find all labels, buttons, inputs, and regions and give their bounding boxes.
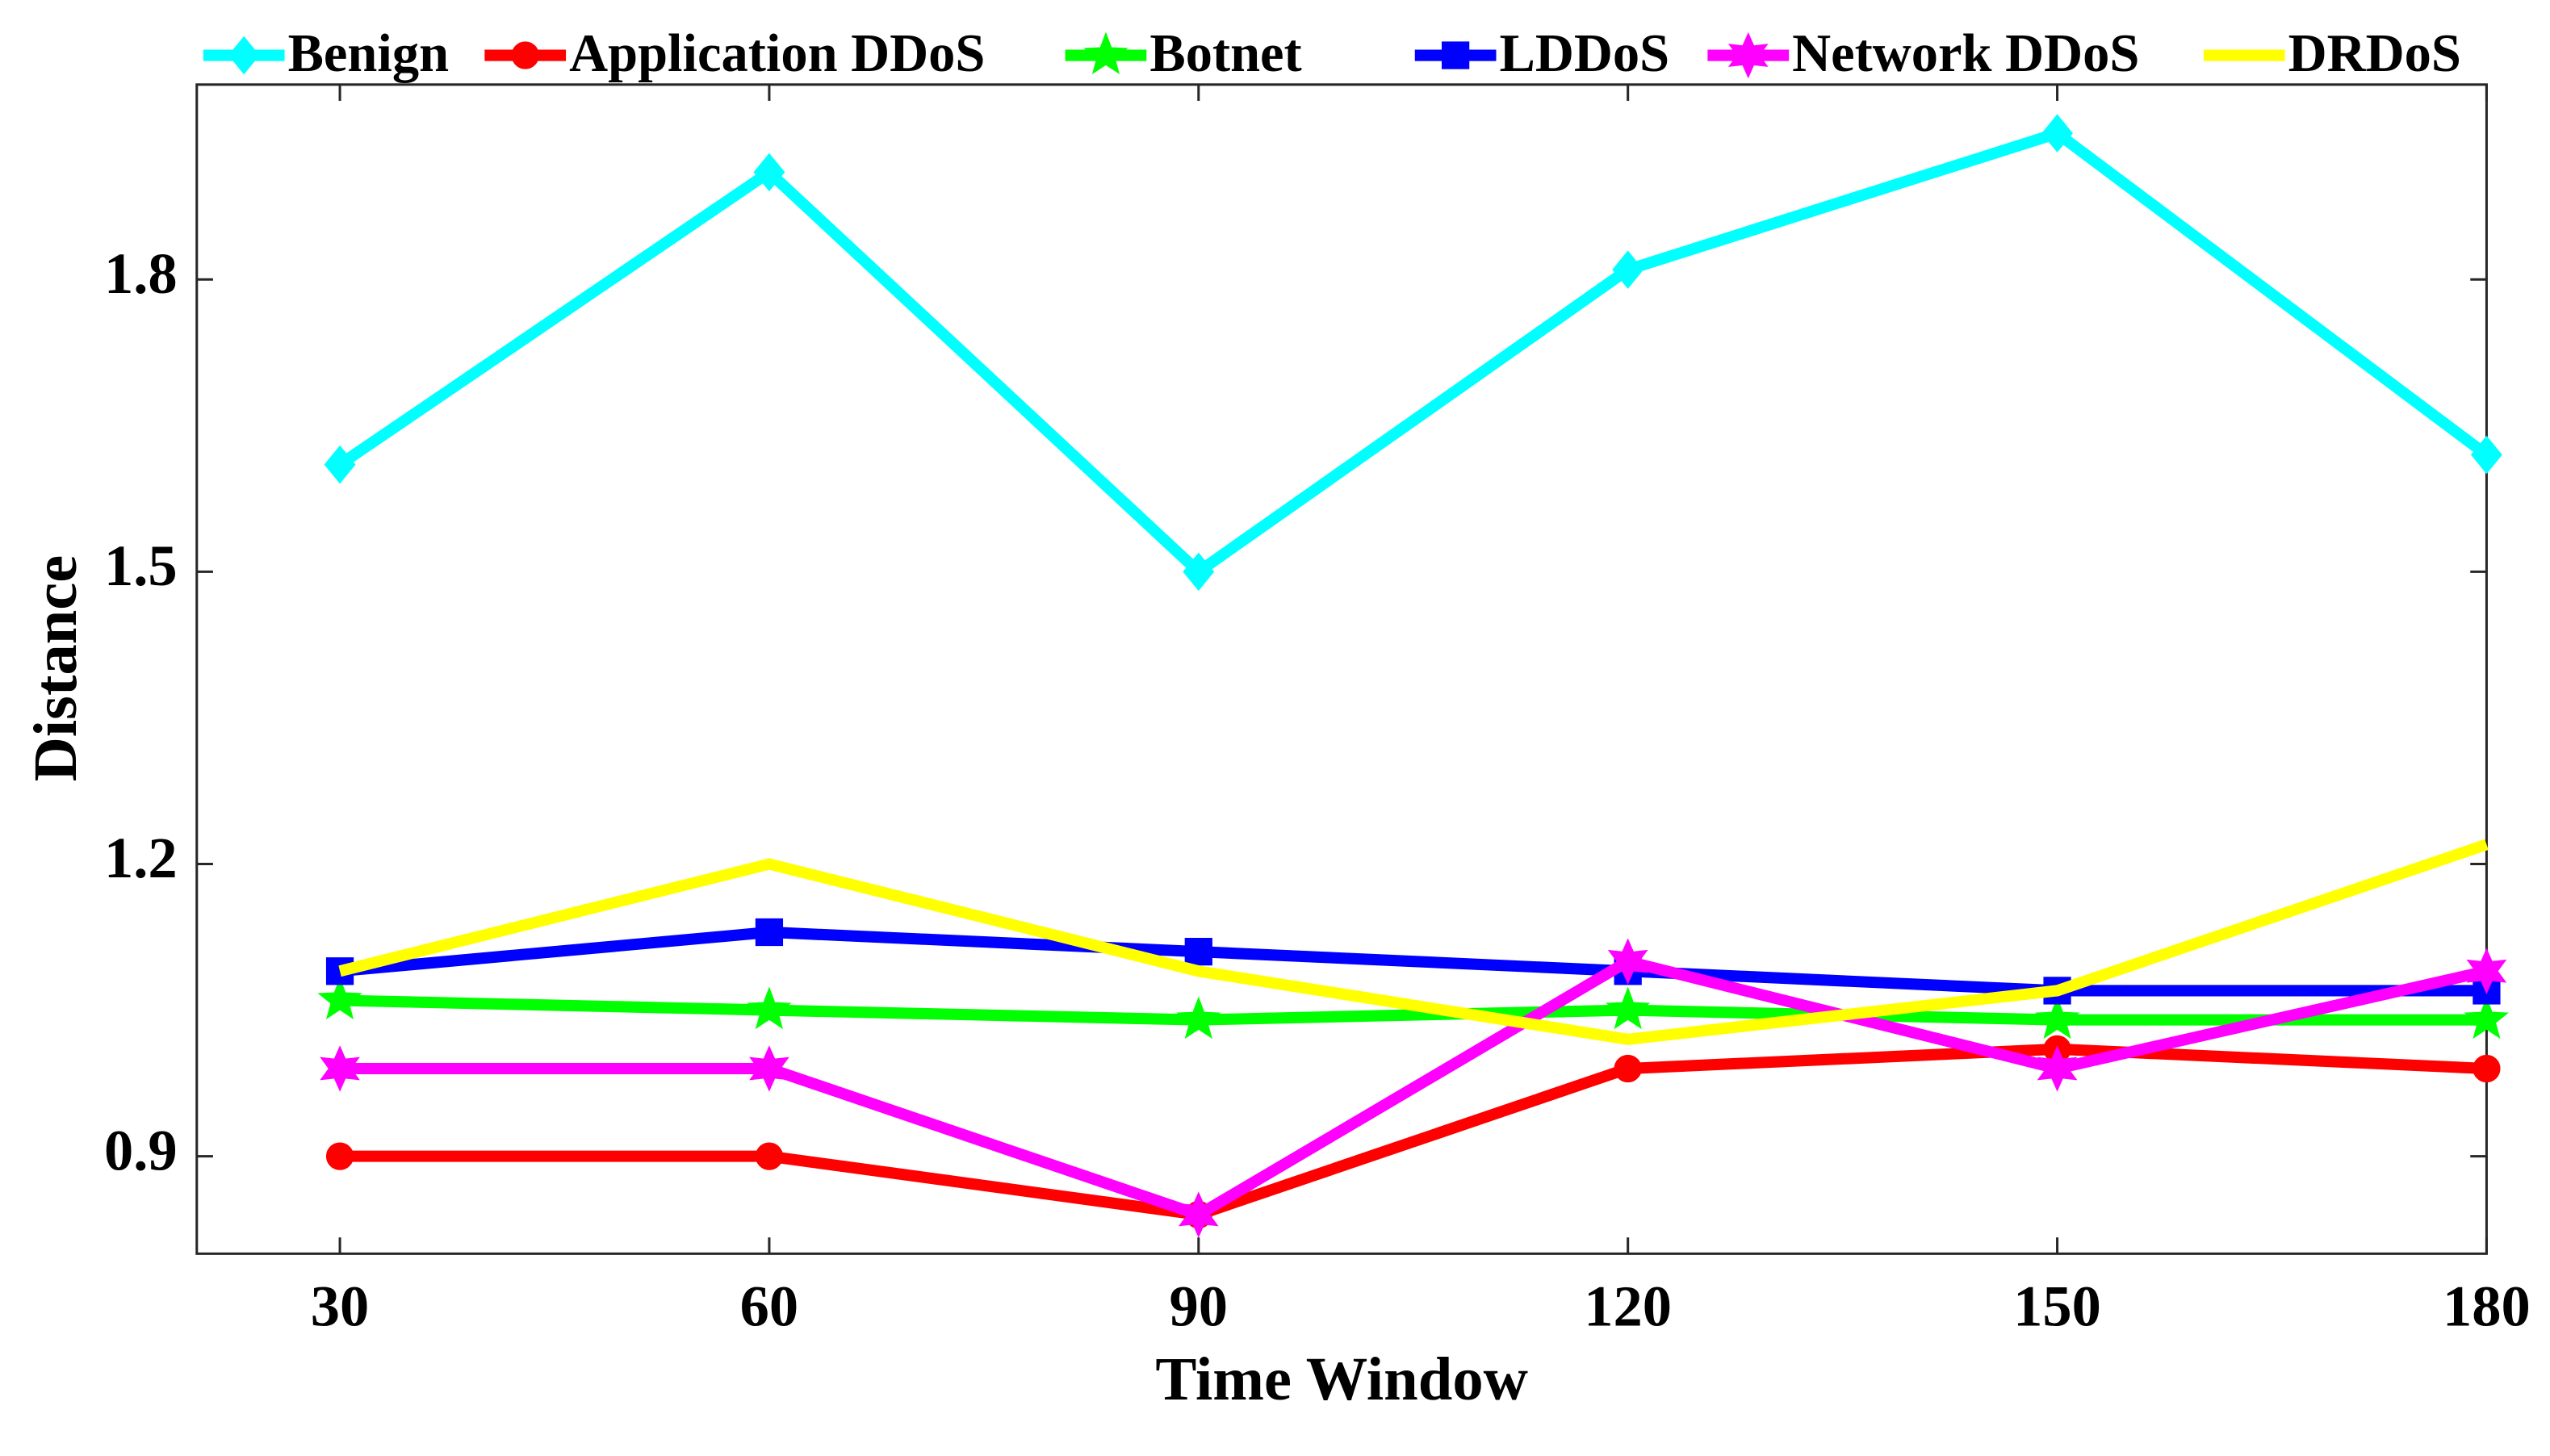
y-axis-label: Distance <box>21 555 90 782</box>
marker <box>753 153 785 192</box>
marker <box>1184 938 1212 966</box>
y-tick-label: 0.9 <box>104 1117 178 1182</box>
series-line <box>339 994 2487 1026</box>
marker <box>324 445 356 484</box>
marker <box>320 1045 360 1092</box>
legend-marker <box>1083 31 1128 75</box>
marker <box>325 1142 354 1170</box>
series <box>325 918 2501 1005</box>
legend-marker <box>511 41 539 69</box>
marker <box>317 977 362 1019</box>
plot-frame <box>195 83 2488 1255</box>
series <box>317 977 2510 1040</box>
marker <box>1612 250 1644 289</box>
legend-label: Botnet <box>1149 24 1301 83</box>
series <box>338 839 2489 1045</box>
marker <box>1606 986 1651 1030</box>
x-axis-label: Time Window <box>1155 1345 1528 1413</box>
legend-label: Benign <box>288 24 449 83</box>
marker <box>2041 114 2073 153</box>
marker <box>2034 996 2080 1040</box>
x-tick-label: 120 <box>1584 1274 1672 1339</box>
legend-marker <box>1442 41 1470 69</box>
series-line <box>340 955 2488 1221</box>
x-tick-label: 90 <box>1170 1274 1229 1339</box>
legend-marker <box>228 36 260 75</box>
marker <box>755 918 784 947</box>
legend-label: Application DDoS <box>569 24 985 83</box>
y-tick-label: 1.2 <box>104 825 178 890</box>
series <box>320 938 2507 1238</box>
series <box>324 114 2502 592</box>
marker <box>747 986 792 1030</box>
marker <box>1176 996 1221 1040</box>
x-tick-label: 30 <box>311 1274 370 1339</box>
marker <box>1614 1054 1642 1083</box>
marker <box>2464 996 2510 1040</box>
marker <box>749 1045 789 1092</box>
series-line <box>339 926 2487 997</box>
legend-marker <box>1727 31 1769 79</box>
x-tick-label: 60 <box>740 1274 799 1339</box>
marker <box>1178 1191 1219 1238</box>
series-line <box>338 839 2489 1045</box>
marker <box>2037 1045 2078 1092</box>
legend-label: DRDoS <box>2288 24 2461 83</box>
x-tick-label: 180 <box>2443 1274 2531 1339</box>
marker <box>2473 1054 2501 1083</box>
series-line <box>337 127 2490 579</box>
x-tick-label: 150 <box>2013 1274 2101 1339</box>
legend-label: LDDoS <box>1500 24 1670 83</box>
marker <box>1607 938 1648 985</box>
y-tick-label: 1.8 <box>104 241 178 306</box>
y-tick-label: 1.5 <box>104 533 178 598</box>
marker <box>1183 552 1215 592</box>
marker <box>2470 435 2502 475</box>
marker <box>2466 948 2507 994</box>
marker <box>755 1142 784 1170</box>
legend-label: Network DDoS <box>1792 24 2139 83</box>
